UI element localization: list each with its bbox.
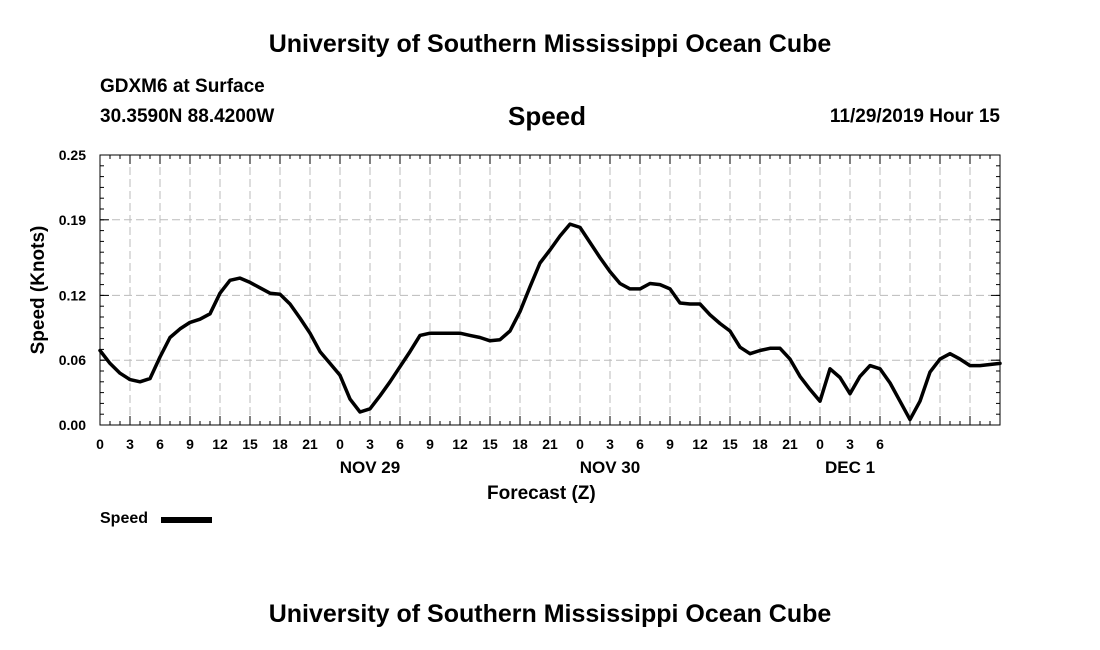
coordinates-label: 30.3590N 88.4200W	[100, 106, 275, 127]
footer-title: University of Southern Mississippi Ocean…	[268, 600, 832, 628]
x-tick-label: 3	[606, 436, 614, 452]
speed-series-line	[98, 222, 1002, 422]
x-tick-label: 9	[666, 436, 674, 452]
date-label: NOV 30	[580, 458, 640, 477]
legend-label: Speed	[100, 510, 149, 527]
x-tick-label: 18	[272, 436, 288, 452]
x-tick-label: 15	[722, 436, 738, 452]
x-tick-label: 12	[212, 436, 228, 452]
y-tick-label: 0.19	[59, 212, 86, 228]
x-tick-label: 18	[512, 436, 528, 452]
x-tick-label: 9	[426, 436, 434, 452]
x-axis-title: Forecast (Z)	[487, 483, 596, 504]
y-tick-label: 0.00	[59, 417, 86, 433]
x-tick-label: 6	[156, 436, 164, 452]
x-tick-label: 0	[816, 436, 824, 452]
y-tick-label: 0.25	[59, 147, 86, 163]
y-tick-label: 0.12	[59, 287, 86, 303]
x-tick-label: 0	[576, 436, 584, 452]
x-tick-label: 21	[782, 436, 798, 452]
legend-line-swatch	[161, 517, 212, 523]
x-tick-label: 3	[846, 436, 854, 452]
date-label: DEC 1	[825, 458, 875, 477]
datetime-label: 11/29/2019 Hour 15	[829, 106, 1000, 127]
plot-frame	[99, 154, 1001, 426]
x-tick-label: 3	[366, 436, 374, 452]
x-tick-label: 6	[396, 436, 404, 452]
x-tick-label: 3	[126, 436, 134, 452]
x-tick-label: 6	[876, 436, 884, 452]
x-tick-label: 18	[752, 436, 768, 452]
y-tick-label: 0.06	[59, 352, 86, 368]
x-tick-label: 0	[96, 436, 104, 452]
page-title: University of Southern Mississippi Ocean…	[268, 30, 832, 58]
x-tick-label: 21	[302, 436, 318, 452]
station-label: GDXM6 at Surface	[100, 76, 265, 97]
x-tick-label: 15	[242, 436, 258, 452]
x-tick-label: 6	[636, 436, 644, 452]
x-tick-label: 21	[542, 436, 558, 452]
x-tick-label: 9	[186, 436, 194, 452]
x-tick-label: 12	[452, 436, 468, 452]
x-tick-label: 15	[482, 436, 498, 452]
date-label: NOV 29	[340, 458, 400, 477]
chart-title: Speed	[508, 101, 587, 131]
x-tick-label: 12	[692, 436, 708, 452]
x-tick-label: 0	[336, 436, 344, 452]
y-axis-title: Speed (Knots)	[28, 226, 49, 355]
